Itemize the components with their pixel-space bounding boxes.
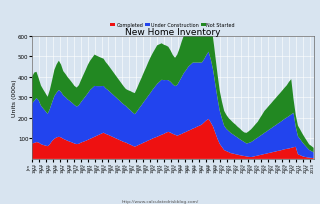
Y-axis label: Units (000s): Units (000s)	[12, 79, 17, 117]
Text: http://www.calculatedriskblog.com/: http://www.calculatedriskblog.com/	[121, 199, 199, 203]
Legend: Completed, Under Construction, Not Started: Completed, Under Construction, Not Start…	[110, 23, 235, 28]
Title: New Home Inventory: New Home Inventory	[125, 28, 220, 37]
